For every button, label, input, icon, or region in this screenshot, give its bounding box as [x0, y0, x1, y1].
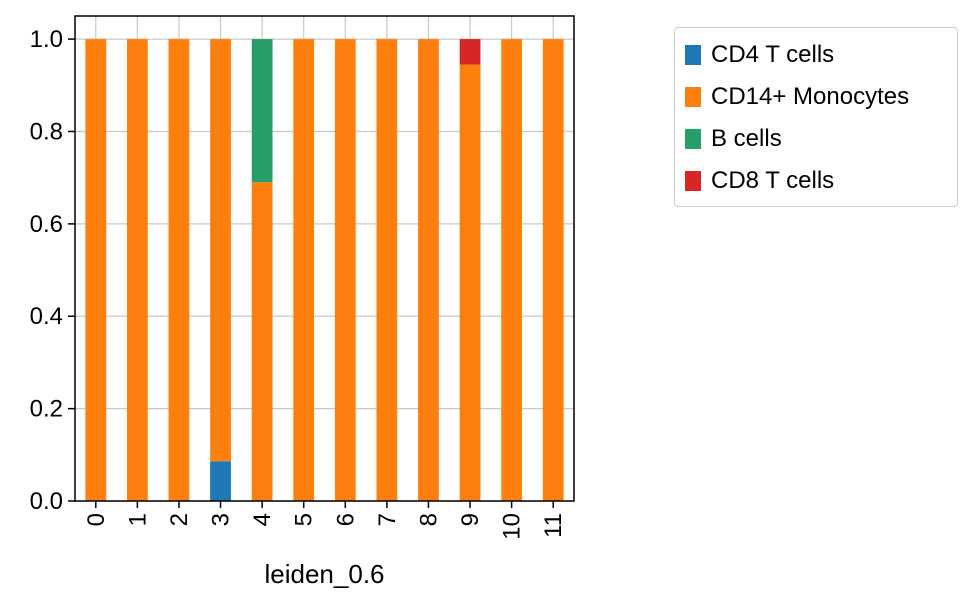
- y-axis: 0.0 0.2 0.4 0.6 0.8 1.0: [30, 26, 75, 515]
- bars: [85, 39, 564, 502]
- x-tick-label: 6: [332, 513, 359, 526]
- bar-segment-cd8-t-cells-9: [459, 39, 481, 65]
- legend: CD4 T cells CD14+ Monocytes B cells CD8 T c…: [674, 27, 958, 207]
- legend-swatch: [685, 45, 701, 65]
- plot-background: [75, 16, 574, 501]
- x-tick-label: 0: [83, 513, 110, 526]
- x-tick-label: 5: [291, 513, 318, 526]
- x-tick-label: 2: [166, 513, 193, 526]
- bar-segment-cd14-monocytes-9: [459, 64, 481, 501]
- x-tick-label: 3: [208, 513, 235, 526]
- x-axis: 0 1 2 3 4 5 6 7 8 9 10 11: [83, 501, 567, 540]
- x-tick-label: 11: [540, 513, 567, 538]
- bar-segment-cd14-monocytes-5: [293, 39, 315, 501]
- legend-label: CD14+ Monocytes: [711, 83, 910, 110]
- legend-item: CD8 T cells: [685, 166, 834, 196]
- x-tick-label: 1: [124, 513, 151, 526]
- y-tick-label: 1.0: [30, 26, 63, 53]
- bar-segment-cd14-monocytes-11: [542, 39, 564, 501]
- legend-swatch: [685, 171, 701, 191]
- legend-label: CD8 T cells: [711, 167, 835, 194]
- x-tick-label: 7: [374, 513, 401, 526]
- x-tick-label: 8: [415, 513, 442, 526]
- bar-segment-cd14-monocytes-7: [376, 39, 398, 501]
- legend-item: B cells: [685, 124, 782, 154]
- x-axis-title: leiden_0.6: [265, 559, 385, 589]
- bar-segment-cd14-monocytes-10: [501, 39, 523, 501]
- bar-segment-cd14-monocytes-0: [85, 39, 107, 501]
- y-tick-label: 0.2: [30, 396, 63, 423]
- bar-segment-cd14-monocytes-3: [210, 39, 231, 462]
- bar-segment-cd14-monocytes-1: [126, 39, 148, 501]
- legend-item: CD14+ Monocytes: [685, 82, 909, 112]
- y-tick-label: 0.6: [30, 211, 63, 238]
- x-tick-label: 9: [457, 513, 484, 526]
- bar-segment-b-cells-4: [251, 39, 273, 183]
- legend-swatch: [685, 87, 701, 107]
- bar-segment-cd14-monocytes-8: [418, 39, 439, 501]
- x-tick-label: 4: [249, 513, 276, 526]
- legend-item: CD4 T cells: [685, 40, 834, 70]
- bar-segment-cd14-monocytes-2: [168, 39, 190, 501]
- plot-frame: [74, 15, 575, 502]
- x-tick-label: 10: [499, 513, 526, 540]
- bar-segment-cd4-t-cells-3: [210, 461, 231, 501]
- legend-swatch: [685, 129, 701, 149]
- y-tick-label: 0.8: [30, 118, 63, 145]
- bar-segment-cd14-monocytes-6: [334, 39, 356, 501]
- bar-segment-cd14-monocytes-4: [251, 182, 273, 502]
- legend-label: CD4 T cells: [711, 41, 835, 68]
- y-tick-label: 0.4: [30, 303, 63, 330]
- y-tick-label: 0.0: [30, 488, 63, 515]
- legend-label: B cells: [711, 125, 782, 152]
